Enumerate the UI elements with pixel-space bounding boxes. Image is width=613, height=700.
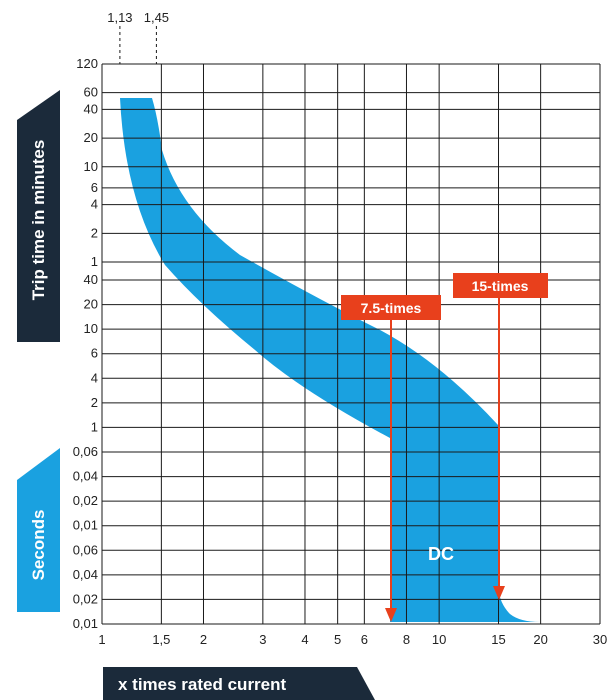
- x-axis-label: x times rated current: [118, 675, 287, 694]
- x-tick-label-11: 30: [593, 632, 607, 647]
- y-minutes-tick-label-5: 6: [91, 180, 98, 195]
- y-seconds-tick-label-12: 0,04: [73, 567, 98, 582]
- y-minutes-tick-label-7: 2: [91, 225, 98, 240]
- annotation-15: 15-times: [453, 273, 548, 600]
- x-axis-ticks: 1 1,5 2 3 4 5 6 8 10 15 20 30: [98, 632, 607, 647]
- x-tick-label-7: 8: [403, 632, 410, 647]
- y-seconds-tick-label-10: 0,01: [73, 518, 98, 533]
- y-minutes-tick-label-4: 10: [84, 159, 98, 174]
- annotation-badge-7-5: [341, 295, 441, 320]
- x-tick-label-5: 5: [334, 632, 341, 647]
- arrow-head-15: [493, 586, 505, 600]
- y-seconds-tick-label-6: 1: [91, 419, 98, 434]
- y-seconds-tick-label-13: 0,02: [73, 591, 98, 606]
- top-marks: 1,13 1,45: [107, 10, 169, 64]
- y-minutes-tick-label-3: 20: [84, 130, 98, 145]
- top-mark-label-1: 1,45: [144, 10, 169, 25]
- y-seconds-tick-label-14: 0,01: [73, 616, 98, 631]
- y-seconds-tick-label-2: 10: [84, 321, 98, 336]
- y-axis-label-bg: [17, 90, 60, 342]
- x-tick-label-9: 15: [491, 632, 505, 647]
- top-mark-label-0: 1,13: [107, 10, 132, 25]
- y-seconds-tick-label-4: 4: [91, 370, 98, 385]
- y-minutes-tick-label-6: 4: [91, 197, 98, 212]
- y-minutes-tick-label-1: 60: [84, 85, 98, 100]
- y-seconds-tick-label-1: 20: [84, 297, 98, 312]
- annotation-label-7-5: 7.5-times: [361, 300, 422, 316]
- band-label: DC: [428, 544, 454, 564]
- annotation-label-15: 15-times: [472, 278, 529, 294]
- x-tick-label-6: 6: [361, 632, 368, 647]
- y-minutes-tick-label-8: 1: [91, 254, 98, 269]
- x-tick-label-10: 20: [533, 632, 547, 647]
- x-tick-label-4: 4: [301, 632, 308, 647]
- x-tick-label-3: 3: [259, 632, 266, 647]
- y-seconds-tick-label-11: 0,06: [73, 542, 98, 557]
- annotation-badge-15: [453, 273, 548, 298]
- annotation-7-5: 7.5-times: [341, 295, 441, 622]
- arrow-head-7-5: [385, 608, 397, 622]
- y-seconds-tick-label-3: 6: [91, 346, 98, 361]
- x-axis-label-bg: [103, 667, 375, 700]
- y-seconds-tick-label-7: 0,06: [73, 444, 98, 459]
- x-tick-label-2: 2: [200, 632, 207, 647]
- x-tick-label-1: 1,5: [152, 632, 170, 647]
- y-seconds-tick-label-0: 40: [84, 272, 98, 287]
- y-seconds-tick-label-5: 2: [91, 395, 98, 410]
- x-tick-label-0: 1: [98, 632, 105, 647]
- y-axis-seconds-label: Seconds: [29, 510, 48, 581]
- y-seconds-tick-label-8: 0,04: [73, 469, 98, 484]
- y-axis-seconds-label-bg: [17, 448, 60, 612]
- y-minutes-tick-label-0: 120: [76, 56, 98, 71]
- y-axis-ticks: 12060402010642140201064210,060,040,020,0…: [73, 56, 98, 631]
- trip-band: [120, 98, 540, 622]
- x-tick-label-8: 10: [432, 632, 446, 647]
- y-minutes-tick-label-2: 40: [84, 101, 98, 116]
- y-seconds-tick-label-9: 0,02: [73, 493, 98, 508]
- y-axis-label: Trip time in minutes: [29, 140, 48, 301]
